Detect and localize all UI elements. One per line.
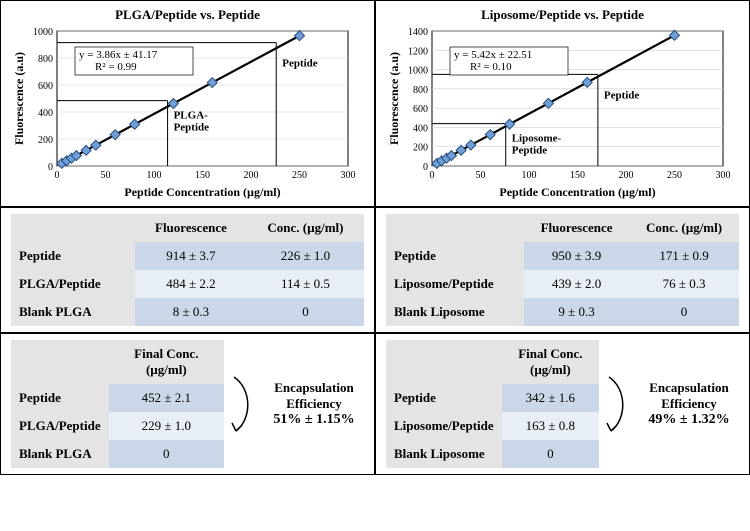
chart-left: 0 200 400 600 800 1000 0 50 100 150 200 250 300 Pepti… xyxy=(11,25,356,200)
table-row: Peptide914 ± 3.7226 ± 1.0 xyxy=(11,242,364,270)
eff-label: Encapsulation Efficiency xyxy=(264,380,364,411)
table1-left: Fluorescence Conc. (µg/ml) Peptide914 ± … xyxy=(11,214,364,326)
svg-text:1000: 1000 xyxy=(408,66,428,77)
table-row: Blank Liposome0 xyxy=(386,440,599,468)
table-row: Liposome/Peptide439 ± 2.076 ± 0.3 xyxy=(386,270,739,298)
svg-text:50: 50 xyxy=(101,170,111,181)
svg-text:1200: 1200 xyxy=(408,46,428,57)
eff-label: Encapsulation Efficiency xyxy=(639,380,739,411)
eff-value: 51% ± 1.15% xyxy=(264,412,364,428)
svg-text:600: 600 xyxy=(38,81,53,92)
table-header-row: Final Conc. (µg/ml) xyxy=(11,340,224,384)
svg-text:Peptide: Peptide xyxy=(282,58,318,70)
table-header-row: Fluorescence Conc. (µg/ml) xyxy=(386,214,739,242)
eff-wrap-left: Final Conc. (µg/ml) Peptide452 ± 2.1 PLG… xyxy=(11,340,364,468)
chart-left-cell: PLGA/Peptide vs. Peptide 0 200 400 600 800 10… xyxy=(0,0,375,207)
svg-text:R² = 0.10: R² = 0.10 xyxy=(470,61,512,73)
svg-text:200: 200 xyxy=(38,135,53,146)
svg-text:PLGA-: PLGA- xyxy=(174,110,209,122)
svg-text:Peptide Concentration (µg/ml): Peptide Concentration (µg/ml) xyxy=(124,185,280,199)
svg-text:300: 300 xyxy=(341,170,356,181)
table2-right-cell: Final Conc. (µg/ml) Peptide342 ± 1.6 Lip… xyxy=(375,333,750,475)
svg-text:200: 200 xyxy=(244,170,259,181)
svg-text:800: 800 xyxy=(413,85,428,96)
table2-right: Final Conc. (µg/ml) Peptide342 ± 1.6 Lip… xyxy=(386,340,599,468)
table-row: Blank Liposome9 ± 0.30 xyxy=(386,298,739,326)
svg-text:0: 0 xyxy=(423,162,428,173)
svg-text:Peptide: Peptide xyxy=(174,122,210,134)
svg-text:0: 0 xyxy=(55,170,60,181)
svg-text:Liposome-: Liposome- xyxy=(512,133,562,145)
svg-text:Fluorescence (a.u): Fluorescence (a.u) xyxy=(387,52,401,145)
svg-text:0: 0 xyxy=(430,170,435,181)
table1-right: Fluorescence Conc. (µg/ml) Peptide950 ± … xyxy=(386,214,739,326)
svg-text:250: 250 xyxy=(292,170,307,181)
table-row: PLGA/Peptide229 ± 1.0 xyxy=(11,412,224,440)
charts-row: PLGA/Peptide vs. Peptide 0 200 400 600 800 10… xyxy=(0,0,750,207)
eff-wrap-right: Final Conc. (µg/ml) Peptide342 ± 1.6 Lip… xyxy=(386,340,739,468)
svg-text:Peptide Concentration (µg/ml): Peptide Concentration (µg/ml) xyxy=(499,185,655,199)
table1-right-cell: Fluorescence Conc. (µg/ml) Peptide950 ± … xyxy=(375,207,750,333)
svg-text:50: 50 xyxy=(476,170,486,181)
table-row: Peptide342 ± 1.6 xyxy=(386,384,599,412)
svg-text:300: 300 xyxy=(716,170,731,181)
svg-text:400: 400 xyxy=(413,123,428,134)
chart-right-cell: Liposome/Peptide vs. Peptide 0 200 400 600 8… xyxy=(375,0,750,207)
table-row: PLGA/Peptide484 ± 2.2114 ± 0.5 xyxy=(11,270,364,298)
svg-text:150: 150 xyxy=(195,170,210,181)
svg-text:y = 5.42x ± 22.51: y = 5.42x ± 22.51 xyxy=(454,49,532,61)
svg-text:150: 150 xyxy=(570,170,585,181)
svg-text:250: 250 xyxy=(667,170,682,181)
svg-text:Peptide: Peptide xyxy=(512,145,548,157)
svg-text:Peptide: Peptide xyxy=(604,89,640,101)
table-row: Liposome/Peptide163 ± 0.8 xyxy=(386,412,599,440)
table-row: Blank PLGA8 ± 0.30 xyxy=(11,298,364,326)
svg-text:400: 400 xyxy=(38,108,53,119)
table2-left: Final Conc. (µg/ml) Peptide452 ± 2.1 PLG… xyxy=(11,340,224,468)
header-conc: Conc. (µg/ml) xyxy=(247,214,364,242)
svg-text:200: 200 xyxy=(413,143,428,154)
svg-text:600: 600 xyxy=(413,104,428,115)
svg-text:R² = 0.99: R² = 0.99 xyxy=(95,61,137,73)
svg-text:100: 100 xyxy=(147,170,162,181)
svg-text:1400: 1400 xyxy=(408,27,428,38)
eff-value: 49% ± 1.32% xyxy=(639,412,739,428)
header-fluorescence: Fluorescence xyxy=(135,214,247,242)
chart-right: 0 200 400 600 800 1000 1200 1400 0 50 100 150 200 250… xyxy=(386,25,731,200)
chart-right-title: Liposome/Peptide vs. Peptide xyxy=(386,7,739,23)
svg-text:0: 0 xyxy=(48,162,53,173)
svg-text:1000: 1000 xyxy=(33,27,53,38)
table-header-row: Fluorescence Conc. (µg/ml) xyxy=(11,214,364,242)
table-header-row: Final Conc. (µg/ml) xyxy=(386,340,599,384)
table-row: Peptide452 ± 2.1 xyxy=(11,384,224,412)
svg-text:800: 800 xyxy=(38,54,53,65)
chart-left-title: PLGA/Peptide vs. Peptide xyxy=(11,7,364,23)
table-row: Blank PLGA0 xyxy=(11,440,224,468)
header-blank xyxy=(11,214,135,242)
svg-text:y = 3.86x ± 41.17: y = 3.86x ± 41.17 xyxy=(79,49,158,61)
eff-block-left: Encapsulation Efficiency 51% ± 1.15% xyxy=(264,380,364,427)
svg-text:200: 200 xyxy=(619,170,634,181)
table-row: Peptide950 ± 3.9171 ± 0.9 xyxy=(386,242,739,270)
table1-row: Fluorescence Conc. (µg/ml) Peptide914 ± … xyxy=(0,207,750,333)
table2-left-cell: Final Conc. (µg/ml) Peptide452 ± 2.1 PLG… xyxy=(0,333,375,475)
table1-left-cell: Fluorescence Conc. (µg/ml) Peptide914 ± … xyxy=(0,207,375,333)
table2-row: Final Conc. (µg/ml) Peptide452 ± 2.1 PLG… xyxy=(0,333,750,475)
eff-block-right: Encapsulation Efficiency 49% ± 1.32% xyxy=(639,380,739,427)
curve-arrow-icon xyxy=(605,369,633,439)
svg-text:Fluorescence (a.u): Fluorescence (a.u) xyxy=(12,52,26,145)
svg-text:100: 100 xyxy=(522,170,537,181)
curve-arrow-icon xyxy=(230,369,258,439)
